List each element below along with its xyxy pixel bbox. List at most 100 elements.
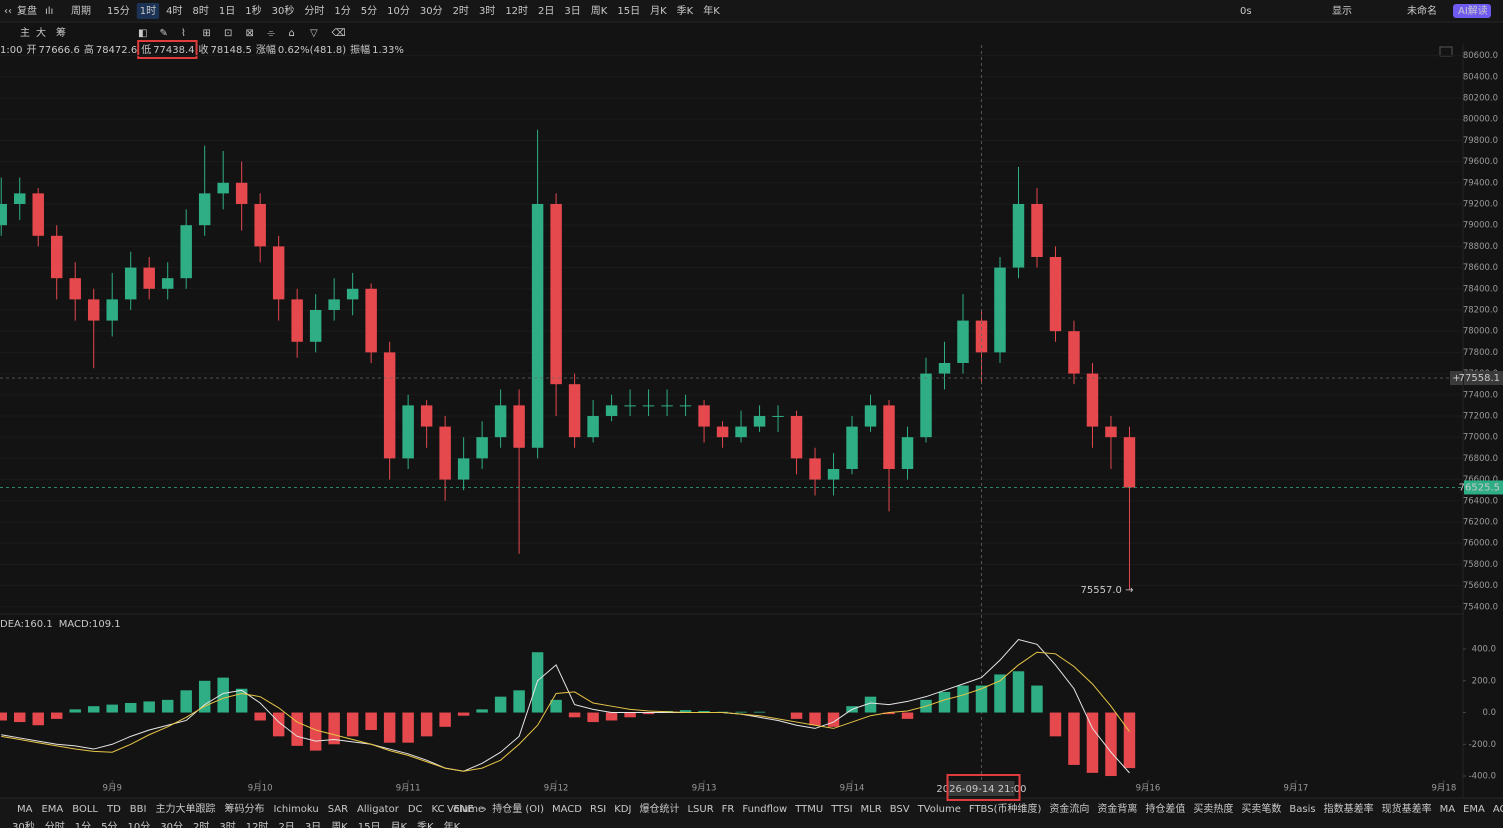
indicator-button[interactable]: 资金流向 bbox=[1049, 802, 1089, 815]
indicator-button[interactable]: 资金背离 bbox=[1097, 802, 1137, 815]
indicator-button[interactable]: 持仓量 (OI) bbox=[492, 802, 544, 815]
period-button[interactable]: 1秒 bbox=[245, 4, 261, 17]
tool-icon[interactable]: ⌇ bbox=[181, 28, 186, 39]
period-button[interactable]: 月K bbox=[390, 821, 407, 828]
indicator-button[interactable]: 筹码分布 bbox=[224, 802, 264, 815]
indicator-button[interactable]: MACD bbox=[552, 804, 582, 815]
scroll-arrow[interactable]: › bbox=[483, 804, 487, 815]
indicator-button[interactable]: KC bbox=[432, 804, 445, 815]
ai-button[interactable]: AI解读 bbox=[1458, 4, 1488, 17]
period-button[interactable]: 12时 bbox=[246, 821, 269, 828]
period-button[interactable]: 2时 bbox=[193, 821, 209, 828]
period-button[interactable]: 周K bbox=[591, 5, 608, 17]
indicator-button[interactable]: MA bbox=[1440, 804, 1456, 815]
draw-tool[interactable]: 大 bbox=[36, 26, 46, 39]
period-button[interactable]: 分时 bbox=[304, 5, 324, 17]
period-button[interactable]: 月K bbox=[650, 5, 667, 17]
period-button[interactable]: 8时 bbox=[192, 5, 208, 17]
indicator-button[interactable]: TVolume bbox=[917, 804, 961, 815]
indicator-button[interactable]: 指数基差率 bbox=[1324, 802, 1374, 815]
period-button[interactable]: 3日 bbox=[305, 822, 321, 828]
indicator-button[interactable]: MLR bbox=[861, 804, 882, 815]
indicator-button[interactable]: Volume bbox=[447, 804, 484, 815]
ai-button-bg[interactable] bbox=[1453, 4, 1491, 18]
period-button[interactable]: 5分 bbox=[361, 5, 377, 17]
indicator-button[interactable]: EMA bbox=[1463, 804, 1485, 815]
period-button[interactable]: 3时 bbox=[219, 821, 235, 828]
tool-icon[interactable]: ⊠ bbox=[246, 28, 254, 39]
indicator-button[interactable]: 买卖热度 bbox=[1193, 802, 1233, 815]
indicator-button[interactable]: Basis bbox=[1289, 804, 1315, 815]
indicator-button[interactable]: Alligator bbox=[357, 804, 400, 815]
period-button[interactable]: 3日 bbox=[564, 6, 580, 17]
period-button[interactable]: 1时 bbox=[140, 5, 156, 17]
period-button[interactable]: 1分 bbox=[75, 821, 91, 828]
indicator-button[interactable]: SAR bbox=[328, 804, 348, 815]
indicator-button[interactable]: FTBS(币种维度) bbox=[969, 802, 1042, 815]
indicator-button[interactable]: Ichimoku bbox=[273, 804, 318, 815]
period-button[interactable]: 15分 bbox=[107, 5, 130, 17]
tool-icon[interactable]: ✎ bbox=[160, 28, 168, 39]
tool-icon[interactable]: ⊡ bbox=[224, 28, 232, 39]
indicator-button[interactable]: 现货基差率 bbox=[1382, 802, 1432, 815]
tool-icon[interactable]: ⊞ bbox=[203, 28, 211, 39]
period-button[interactable]: 4时 bbox=[166, 5, 182, 17]
period-button[interactable]: 3时 bbox=[479, 5, 495, 17]
toolbar-item[interactable]: 0s bbox=[1240, 6, 1252, 17]
period-menu[interactable]: 周期 bbox=[71, 5, 91, 17]
period-button[interactable]: 季K bbox=[677, 5, 694, 17]
chart-type-icon[interactable]: ılı bbox=[45, 6, 53, 17]
indicator-button[interactable]: 爆仓统计 bbox=[639, 802, 679, 815]
toolbar-item[interactable]: 未命名 bbox=[1407, 4, 1437, 17]
indicator-button[interactable]: BBI bbox=[130, 804, 147, 815]
indicator-button[interactable]: RSI bbox=[590, 804, 606, 815]
period-button[interactable]: 30分 bbox=[160, 821, 183, 828]
indicator-button[interactable]: KDJ bbox=[614, 804, 631, 815]
indicator-button[interactable]: 主力大单跟踪 bbox=[155, 802, 215, 815]
back-icon[interactable]: ‹‹ bbox=[4, 6, 12, 17]
indicator-button[interactable]: DC bbox=[408, 804, 423, 815]
indicator-button[interactable]: ENE bbox=[454, 804, 474, 815]
period-button[interactable]: 12时 bbox=[505, 5, 528, 17]
tool-icon[interactable]: ⌂ bbox=[289, 28, 295, 39]
indicator-button[interactable]: TD bbox=[106, 804, 121, 815]
period-button[interactable]: 1日 bbox=[219, 6, 235, 17]
period-button[interactable]: 15日 bbox=[358, 822, 381, 828]
period-button[interactable]: 5分 bbox=[101, 821, 117, 828]
period-button[interactable]: 2时 bbox=[453, 5, 469, 17]
period-button[interactable]: 周K bbox=[331, 821, 348, 828]
indicator-button[interactable]: EMA bbox=[41, 804, 63, 815]
period-button[interactable]: 30秒 bbox=[272, 4, 295, 17]
indicator-button[interactable]: 买卖笔数 bbox=[1241, 802, 1281, 815]
period-button[interactable]: 分时 bbox=[45, 821, 65, 828]
period-button[interactable]: 10分 bbox=[387, 5, 410, 17]
indicator-button[interactable]: TTMU bbox=[794, 804, 823, 815]
crosshair-plus[interactable]: + bbox=[1452, 373, 1460, 384]
indicator-button[interactable]: LSUR bbox=[687, 804, 713, 815]
replay-button[interactable]: 复盘 bbox=[17, 4, 37, 17]
toolbar-item[interactable]: 显示 bbox=[1332, 5, 1352, 17]
period-button[interactable]: 季K bbox=[417, 821, 434, 828]
period-button[interactable]: 2日 bbox=[538, 6, 554, 17]
period-button[interactable]: 1分 bbox=[334, 5, 350, 17]
indicator-button[interactable]: TTSI bbox=[830, 804, 852, 815]
period-button[interactable]: 15日 bbox=[617, 6, 640, 17]
indicator-button[interactable]: BOLL bbox=[72, 804, 98, 815]
draw-tool[interactable]: 筹 bbox=[56, 26, 66, 39]
indicator-button[interactable]: Fundflow bbox=[742, 804, 787, 815]
indicator-button[interactable]: AO bbox=[1493, 804, 1503, 815]
tool-icon[interactable]: ⌫ bbox=[332, 28, 346, 39]
indicator-button[interactable]: BSV bbox=[890, 804, 910, 815]
indicator-button[interactable]: MA bbox=[17, 804, 33, 815]
period-button[interactable]: 年K bbox=[703, 4, 720, 17]
period-button[interactable]: 30分 bbox=[420, 5, 443, 17]
tool-icon[interactable]: ◧ bbox=[138, 28, 147, 39]
draw-tool[interactable]: 主 bbox=[20, 27, 30, 39]
period-button[interactable]: 30秒 bbox=[12, 820, 35, 828]
indicator-button[interactable]: FR bbox=[722, 804, 735, 815]
period-button[interactable]: 年K bbox=[444, 820, 461, 828]
tool-icon[interactable]: ▽ bbox=[310, 28, 318, 39]
period-button[interactable]: 2日 bbox=[278, 822, 294, 828]
period-button[interactable]: 10分 bbox=[127, 821, 150, 828]
indicator-button[interactable]: 持仓差值 bbox=[1145, 802, 1185, 815]
